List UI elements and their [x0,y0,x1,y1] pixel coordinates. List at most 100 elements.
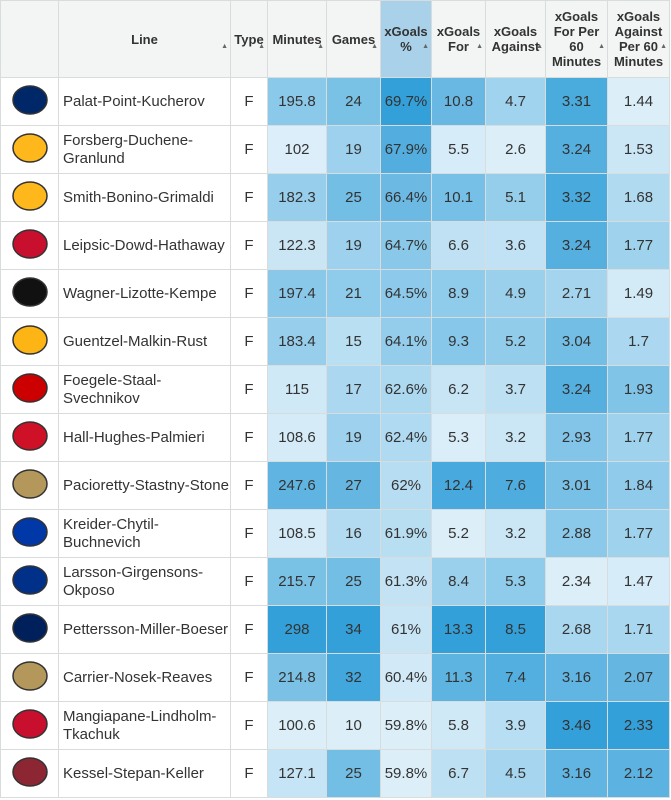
stat-cell: 3.16 [545,653,608,702]
stat-cell: 1.77 [607,509,670,558]
table-row: Hall-Hughes-Palmieri F 108.6 19 62.4% 5.3 3.2 2… [0,413,670,462]
stat-cell: 2.88 [545,509,608,558]
line-name: Smith-Bonino-Grimaldi [58,173,231,222]
stat-cell: 64.1% [380,317,432,366]
column-header[interactable]: xGoals Against Per 60 Minutes ▲ [607,0,670,78]
header-text: Line [131,31,158,47]
team-logo-cell [0,701,59,750]
team-logo-cell [0,365,59,414]
type-cell: F [230,605,268,654]
logo-shape [11,660,48,691]
logo-shape [11,132,48,163]
stat-cell: 15 [326,317,381,366]
stat-cell: 24 [326,77,381,126]
team-logo [11,276,48,307]
stat-cell: 1.53 [607,125,670,174]
sort-arrow: ▲ [221,43,228,50]
stat-cell: 1.44 [607,77,670,126]
team-logo [11,180,48,211]
stat-cell: 27 [326,461,381,510]
stat-cell: 2.68 [545,605,608,654]
stat-cell: 3.24 [545,125,608,174]
logo-shape [11,228,48,259]
stat-cell: 9.3 [431,317,486,366]
stat-cell: 19 [326,221,381,270]
column-header[interactable]: Games ▲ [326,0,381,78]
stat-cell: 6.7 [431,749,486,798]
stat-cell: 115 [267,365,327,414]
stat-cell: 8.9 [431,269,486,318]
stat-cell: 8.4 [431,557,486,606]
type-cell: F [230,557,268,606]
table-row: Wagner-Lizotte-Kempe F 197.4 21 64.5% 8.9 4.9 2… [0,269,670,318]
logo-header [0,0,59,78]
header-text: Minutes [272,31,322,47]
stat-cell: 16 [326,509,381,558]
stat-cell: 59.8% [380,749,432,798]
stat-cell: 19 [326,125,381,174]
logo-shape [11,324,48,355]
logo-shape [11,468,48,499]
stat-cell: 1.71 [607,605,670,654]
type-cell: F [230,365,268,414]
line-name: Foegele-Staal-Svechnikov [58,365,231,414]
stat-cell: 1.49 [607,269,670,318]
stat-cell: 1.68 [607,173,670,222]
team-logo [11,420,48,451]
line-name: Forsberg-Duchene-Granlund [58,125,231,174]
stat-cell: 67.9% [380,125,432,174]
column-header[interactable]: Type ▲ [230,0,268,78]
line-name: Larsson-Girgensons-Okposo [58,557,231,606]
column-header[interactable]: xGoals For Per 60 Minutes ▲ [545,0,608,78]
stat-cell: 60.4% [380,653,432,702]
stat-cell: 3.01 [545,461,608,510]
stat-cell: 247.6 [267,461,327,510]
team-logo-cell [0,749,59,798]
table-row: Forsberg-Duchene-Granlund F 102 19 67.9% 5.5 2… [0,125,670,174]
team-logo-cell [0,269,59,318]
column-header[interactable]: xGoals Against ▲ [485,0,546,78]
stat-cell: 3.04 [545,317,608,366]
stat-cell: 32 [326,653,381,702]
column-header[interactable]: Minutes ▲ [267,0,327,78]
stat-cell: 62.6% [380,365,432,414]
stat-cell: 8.5 [485,605,546,654]
stat-cell: 25 [326,557,381,606]
stat-cell: 7.4 [485,653,546,702]
team-logo-cell [0,413,59,462]
team-logo-cell [0,557,59,606]
table-row: Palat-Point-Kucherov F 195.8 24 69.7% 10.8 4.7… [0,77,670,126]
stat-cell: 59.8% [380,701,432,750]
stat-cell: 3.24 [545,221,608,270]
table-row: Foegele-Staal-Svechnikov F 115 17 62.6% 6.2 3.… [0,365,670,414]
sort-arrow: ▲ [536,43,543,50]
stat-cell: 6.2 [431,365,486,414]
team-logo [11,84,48,115]
stat-cell: 3.2 [485,509,546,558]
header-text: Type [234,31,264,47]
team-logo [11,372,48,403]
stat-cell: 4.9 [485,269,546,318]
stat-cell: 61% [380,605,432,654]
stat-cell: 1.77 [607,413,670,462]
sort-arrow: ▲ [476,43,483,50]
team-logo [11,756,48,787]
stat-cell: 5.2 [485,317,546,366]
team-logo-cell [0,173,59,222]
header-text: xGoals Against Per 60 Minutes [613,9,664,69]
stat-cell: 2.34 [545,557,608,606]
stat-cell: 5.5 [431,125,486,174]
stat-cell: 5.3 [485,557,546,606]
type-cell: F [230,125,268,174]
column-header[interactable]: xGoals % ▲ [380,0,432,78]
table-row: Leipsic-Dowd-Hathaway F 122.3 19 64.7% 6.6 3.6… [0,221,670,270]
team-logo [11,708,48,739]
column-header[interactable]: xGoals For ▲ [431,0,486,78]
team-logo [11,612,48,643]
column-header[interactable]: Line ▲ [58,0,231,78]
stat-cell: 1.47 [607,557,670,606]
stat-cell: 1.7 [607,317,670,366]
stat-cell: 195.8 [267,77,327,126]
table-row: Pettersson-Miller-Boeser F 298 34 61% 13.3 8.5… [0,605,670,654]
stat-cell: 2.6 [485,125,546,174]
